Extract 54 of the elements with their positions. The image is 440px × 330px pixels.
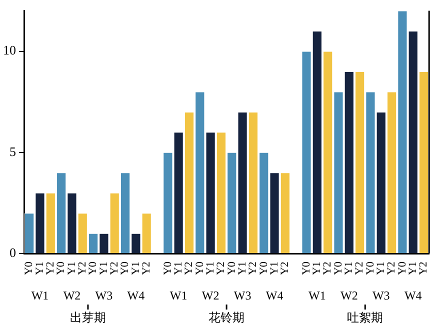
x-tick-label: Y0	[87, 261, 100, 276]
y-tick-label: 0	[10, 244, 16, 260]
x-tick-label: Y2	[108, 262, 121, 276]
x-tick-label: Y1	[236, 262, 248, 276]
x-tick-label: Y1	[172, 262, 184, 276]
x-tick-label: Y1	[343, 262, 356, 276]
x-tick-label: Y0	[300, 261, 312, 276]
text: 出芽期	[70, 310, 106, 325]
x-tick-label: Y2	[183, 262, 196, 276]
text: 吐絮期	[347, 310, 384, 325]
x-tick-label: Y2	[354, 262, 366, 276]
x-tick-label: Y0	[332, 261, 344, 276]
text: W1	[170, 288, 188, 303]
text: W3	[234, 288, 252, 303]
x-tick-label: Y2	[247, 262, 260, 276]
x-tick-label: Y0	[396, 261, 408, 276]
text: W3	[95, 288, 113, 303]
x-tick-label: Y2	[215, 262, 228, 276]
x-tick-label: Y1	[34, 262, 46, 276]
y-tick-label: 10	[3, 42, 16, 58]
x-tick-label: Y1	[130, 262, 142, 276]
text: W1	[308, 288, 326, 303]
x-tick-label: Y0	[364, 261, 376, 276]
x-tick-label: Y0	[119, 261, 132, 276]
x-tick-label: Y2	[279, 262, 292, 276]
x-tick-label: Y2	[140, 262, 152, 276]
text: W2	[63, 288, 81, 303]
x-tick-label: Y1	[311, 262, 324, 276]
y-tick-label: 5	[10, 144, 16, 159]
x-tick-label: Y2	[76, 262, 89, 276]
x-tick-label: Y1	[98, 262, 110, 276]
text: W4	[127, 288, 145, 303]
x-tick-label: Y0	[194, 261, 206, 276]
x-tick-label: Y1	[66, 262, 78, 276]
x-tick-label: Y1	[407, 262, 420, 276]
text: W2	[202, 288, 220, 303]
x-tick-label: Y0	[55, 261, 68, 276]
x-tick-label: Y2	[322, 262, 334, 276]
x-tick-label: Y1	[204, 262, 216, 276]
text: W1	[31, 288, 49, 303]
x-tick-label: Y0	[226, 261, 238, 276]
x-tick-label: Y1	[268, 262, 280, 276]
x-tick-label: Y2	[418, 262, 430, 276]
x-tick-label: Y2	[44, 262, 57, 276]
text: W4	[404, 288, 422, 303]
x-tick-label: Y1	[375, 262, 388, 276]
text: W4	[266, 288, 284, 303]
x-tick-label: Y0	[258, 261, 270, 276]
text: 花铃期	[208, 310, 245, 325]
text: W3	[372, 288, 390, 303]
x-tick-label: Y2	[386, 262, 398, 276]
text: W2	[340, 288, 358, 303]
x-tick-label: Y0	[162, 261, 174, 276]
x-tick-label: Y0	[23, 261, 36, 276]
